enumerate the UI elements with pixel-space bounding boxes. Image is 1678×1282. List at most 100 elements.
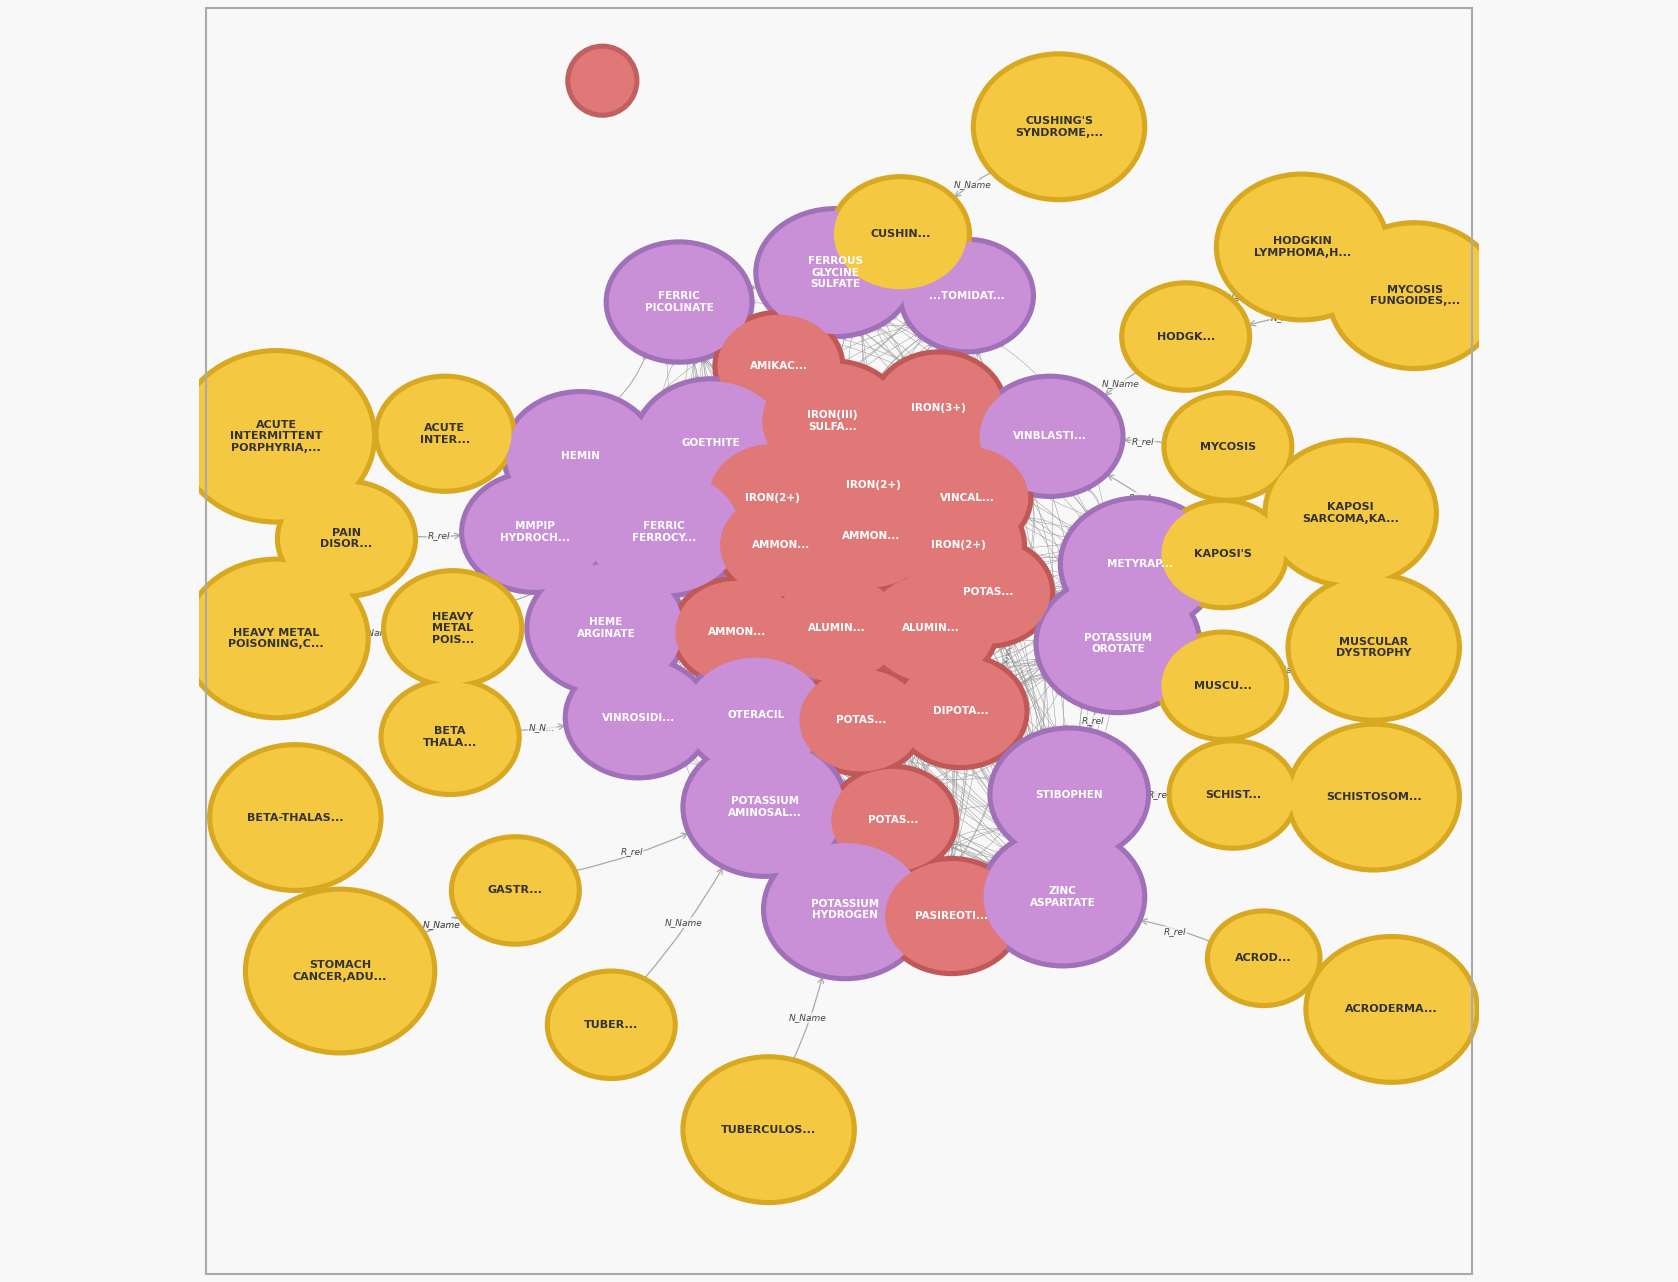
Ellipse shape	[460, 469, 611, 595]
Text: N_Name: N_Name	[1269, 665, 1307, 674]
Ellipse shape	[757, 358, 908, 483]
Ellipse shape	[609, 245, 750, 359]
Text: H_LyChi_L4: H_LyChi_L4	[891, 712, 926, 732]
Ellipse shape	[1332, 226, 1498, 365]
Ellipse shape	[1062, 500, 1217, 628]
Ellipse shape	[638, 381, 785, 504]
Ellipse shape	[1124, 286, 1247, 387]
Text: HODGK...: HODGK...	[1156, 332, 1215, 341]
Ellipse shape	[903, 242, 1030, 349]
Ellipse shape	[1161, 503, 1284, 605]
Text: AMMON...: AMMON...	[752, 540, 810, 550]
Ellipse shape	[680, 653, 831, 778]
Ellipse shape	[901, 441, 1034, 554]
Text: CUSHIN...: CUSHIN...	[871, 229, 931, 240]
Ellipse shape	[983, 831, 1143, 963]
Text: Chl_L: Chl_L	[800, 537, 816, 547]
Ellipse shape	[465, 474, 604, 590]
Ellipse shape	[381, 568, 524, 688]
Text: N_Name: N_Name	[1217, 294, 1255, 303]
Ellipse shape	[1290, 727, 1457, 868]
Ellipse shape	[977, 56, 1143, 197]
Text: POTAS...: POTAS...	[963, 587, 1014, 597]
Ellipse shape	[1304, 935, 1480, 1085]
Text: LyChi_L3: LyChi_L3	[821, 522, 844, 528]
Ellipse shape	[1161, 390, 1294, 503]
Text: MUSCULAR
DYSTROPHY: MUSCULAR DYSTROPHY	[1336, 637, 1411, 658]
Text: FERRIC
PICOLINATE: FERRIC PICOLINATE	[644, 291, 713, 313]
Text: R_rel: R_rel	[1148, 790, 1170, 799]
Text: IRON(2+): IRON(2+)	[846, 479, 901, 490]
Text: SCHISTOSOM...: SCHISTOSOM...	[1326, 792, 1421, 803]
Ellipse shape	[1210, 914, 1317, 1003]
Text: H_LyChi_L3: H_LyChi_L3	[965, 520, 998, 545]
Ellipse shape	[1156, 497, 1289, 610]
Ellipse shape	[379, 378, 512, 488]
Text: ACROD...: ACROD...	[1235, 954, 1292, 963]
Ellipse shape	[762, 363, 903, 478]
Ellipse shape	[889, 486, 1027, 604]
Text: Chi_L4: Chi_L4	[975, 596, 980, 615]
Text: R_rel: R_rel	[498, 440, 520, 449]
Ellipse shape	[992, 731, 1146, 859]
Ellipse shape	[1205, 909, 1322, 1008]
Text: N_Name: N_Name	[955, 181, 992, 190]
Ellipse shape	[898, 237, 1035, 354]
Text: N_Name: N_Name	[356, 431, 394, 440]
Ellipse shape	[565, 44, 639, 118]
Ellipse shape	[862, 569, 1000, 687]
Ellipse shape	[248, 892, 433, 1050]
Text: POTAS...: POTAS...	[836, 715, 886, 726]
Ellipse shape	[826, 764, 960, 877]
Text: POTASSIUM
OROTATE: POTASSIUM OROTATE	[1084, 633, 1151, 654]
Ellipse shape	[384, 682, 517, 792]
Text: N...: N...	[1285, 791, 1300, 800]
Text: H_LyChi_L3: H_LyChi_L3	[688, 674, 718, 701]
Ellipse shape	[206, 742, 384, 894]
Ellipse shape	[809, 431, 938, 538]
Ellipse shape	[804, 426, 943, 544]
Ellipse shape	[571, 49, 634, 113]
Ellipse shape	[1057, 495, 1222, 633]
Text: H_LyChi_L4: H_LyChi_L4	[842, 486, 879, 497]
Ellipse shape	[1285, 572, 1462, 723]
Text: ALUMIN...: ALUMIN...	[903, 623, 960, 633]
Text: AMIKAC...: AMIKAC...	[750, 362, 807, 370]
Ellipse shape	[180, 353, 373, 519]
Text: MUSCU...: MUSCU...	[1193, 681, 1252, 691]
Text: H_LyChi_L4: H_LyChi_L4	[992, 568, 1029, 581]
Ellipse shape	[686, 1059, 852, 1200]
Ellipse shape	[715, 488, 847, 601]
Text: HODGKIN
LYMPHOMA,H...: HODGKIN LYMPHOMA,H...	[1253, 236, 1351, 258]
Ellipse shape	[1039, 577, 1196, 710]
Ellipse shape	[713, 310, 846, 422]
Text: N_Name: N_Name	[1270, 314, 1309, 323]
Ellipse shape	[975, 373, 1126, 499]
Ellipse shape	[562, 655, 713, 781]
Text: H_LyC: H_LyC	[708, 682, 725, 697]
Text: N_Name: N_Name	[664, 918, 703, 927]
Ellipse shape	[670, 576, 804, 688]
Ellipse shape	[978, 826, 1148, 968]
Text: BETA
THALA...: BETA THALA...	[423, 726, 477, 747]
Text: H_LyChi_L3: H_LyChi_L3	[747, 477, 782, 497]
Text: TUBER...: TUBER...	[584, 1019, 638, 1029]
Ellipse shape	[923, 536, 1055, 649]
Text: H_LyChi_L3: H_LyChi_L3	[993, 606, 1005, 642]
Ellipse shape	[884, 862, 1019, 970]
Ellipse shape	[530, 564, 683, 692]
Text: HEAVY METAL
POISONING,C...: HEAVY METAL POISONING,C...	[228, 628, 324, 649]
Text: H_LyChi_L4: H_LyChi_L4	[967, 547, 1002, 567]
Text: IRON(2+): IRON(2+)	[745, 492, 800, 503]
Ellipse shape	[703, 438, 842, 556]
Text: H_Ly...: H_Ly...	[718, 678, 733, 694]
Ellipse shape	[720, 494, 842, 596]
Ellipse shape	[280, 483, 413, 594]
Text: MMPIP
HYDROCH...: MMPIP HYDROCH...	[500, 522, 569, 544]
Ellipse shape	[894, 491, 1022, 599]
Text: OTERACIL: OTERACIL	[727, 710, 785, 720]
Text: ALUMIN...: ALUMIN...	[807, 623, 866, 633]
Ellipse shape	[1161, 635, 1284, 737]
Ellipse shape	[1326, 221, 1503, 370]
Text: H_LyChi_L4: H_LyChi_L4	[676, 517, 700, 549]
